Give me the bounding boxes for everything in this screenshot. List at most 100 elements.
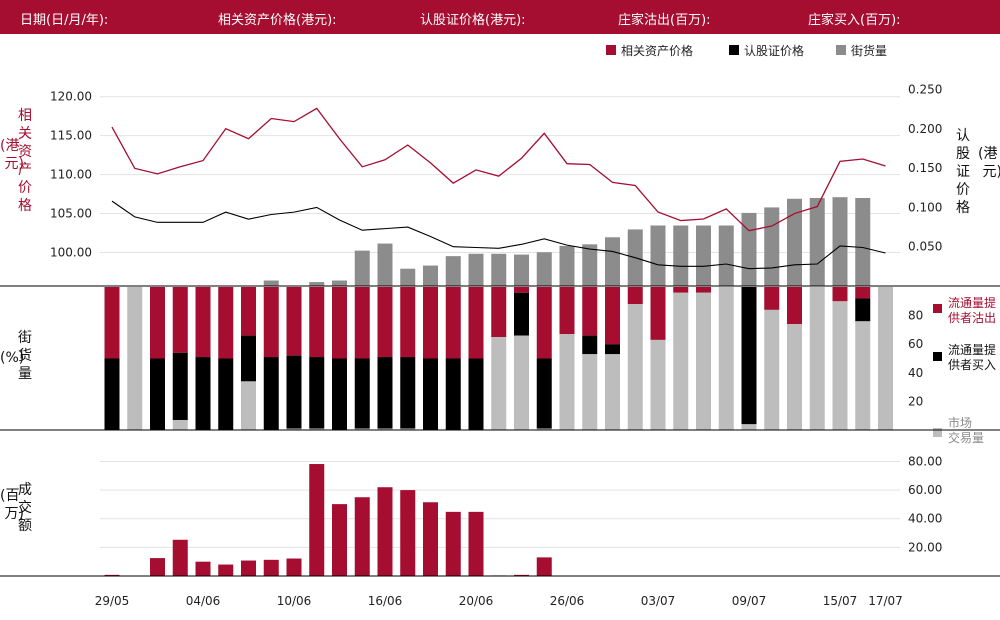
left-tick-label: 110.00 bbox=[50, 168, 92, 182]
lp-sell-segment bbox=[195, 287, 211, 358]
lp-buy-segment bbox=[582, 335, 598, 355]
legend-swatch-warrant bbox=[729, 45, 739, 55]
panel1-right-axis-title: 认股证价格 (港 元) bbox=[956, 128, 1000, 216]
lp-sell-segment bbox=[423, 287, 438, 359]
sell-label: 庄家沽出(百万): bbox=[618, 13, 711, 28]
x-axis-tick-labels: 29/05 04/06 10/06 16/06 20/06 26/06 03/07 09/07… bbox=[95, 594, 903, 608]
turnover-bar bbox=[445, 511, 461, 576]
lp-buy-segment bbox=[377, 357, 393, 429]
market-volume-segment bbox=[878, 287, 893, 430]
panel3-tick-label: 40.00 bbox=[908, 512, 942, 526]
lp-buy-segment bbox=[514, 292, 529, 336]
legend-swatch-lp-buy bbox=[933, 352, 942, 361]
turnover-bar bbox=[218, 564, 234, 576]
right-axis-unit: (港 元) bbox=[978, 146, 1000, 180]
outstanding-bar bbox=[650, 225, 666, 286]
outstanding-bar bbox=[263, 280, 279, 286]
lp-buy-segment bbox=[400, 357, 416, 429]
outstanding-bar bbox=[536, 252, 552, 286]
x-tick-label: 04/06 bbox=[186, 594, 221, 608]
x-tick-label: 20/06 bbox=[459, 594, 494, 608]
left-tick-label: 115.00 bbox=[50, 129, 92, 143]
lp-buy-segment bbox=[172, 352, 188, 420]
market-volume-segment bbox=[832, 301, 848, 430]
panel2-tick-label: 80 bbox=[908, 309, 923, 323]
turnover-bar bbox=[241, 560, 256, 576]
lp-sell-segment bbox=[468, 287, 484, 359]
market-volume-segment bbox=[627, 304, 643, 430]
market-volume-segment bbox=[377, 428, 393, 430]
legend-swatch-market bbox=[933, 428, 942, 437]
market-volume-segment bbox=[241, 381, 256, 430]
turnover-bars bbox=[104, 464, 893, 576]
lp-sell-segment bbox=[605, 287, 620, 345]
underlying-price-label: 相关资产价格(港元): bbox=[218, 13, 337, 28]
lp-buy-segment bbox=[855, 298, 871, 322]
outstanding-bar bbox=[673, 225, 689, 286]
turnover-bar bbox=[150, 558, 165, 576]
outstanding-bar bbox=[741, 212, 757, 286]
right-tick-label: 0.200 bbox=[908, 122, 942, 136]
lp-sell-segment bbox=[445, 287, 461, 359]
lp-sell-segment bbox=[172, 287, 188, 353]
market-volume-segment bbox=[741, 424, 757, 430]
panel3-axis-title: 成交额 bbox=[18, 482, 32, 534]
legend-label-outstanding: 街货量 bbox=[851, 43, 887, 58]
market-volume-segment bbox=[696, 292, 711, 430]
x-tick-label: 15/07 bbox=[823, 594, 858, 608]
warrant-price-line bbox=[111, 200, 886, 270]
lp-sell-segment bbox=[332, 287, 347, 359]
outstanding-bars bbox=[263, 197, 871, 286]
turnover-bar bbox=[263, 559, 279, 576]
outstanding-bar bbox=[354, 250, 370, 286]
market-volume-segment bbox=[650, 339, 666, 430]
lp-sell-segment bbox=[582, 287, 598, 336]
market-volume-segment bbox=[514, 335, 529, 430]
panel3-axis-unit: (百 万) bbox=[0, 488, 24, 522]
outstanding-bar bbox=[514, 254, 529, 286]
market-volume-segment bbox=[605, 354, 620, 430]
x-tick-label: 10/06 bbox=[277, 594, 312, 608]
turnover-bar bbox=[104, 574, 120, 576]
turnover-bar bbox=[536, 557, 552, 576]
date-label: 日期(日/月/年): bbox=[20, 13, 109, 28]
lp-sell-segment bbox=[377, 287, 393, 358]
lp-sell-segment bbox=[673, 287, 689, 293]
outstanding-bar bbox=[468, 253, 484, 286]
panel3-tick-label: 80.00 bbox=[908, 454, 942, 468]
lp-sell-segment bbox=[354, 287, 370, 359]
outstanding-bar bbox=[809, 197, 825, 286]
market-volume-segment bbox=[559, 334, 575, 430]
panel2-tick-label: 20 bbox=[908, 394, 923, 408]
market-volume-segment bbox=[400, 428, 416, 430]
lp-sell-segment bbox=[286, 287, 302, 356]
x-tick-label: 09/07 bbox=[732, 594, 767, 608]
right-tick-label: 0.050 bbox=[908, 240, 942, 254]
legend-swatch-outstanding bbox=[836, 45, 846, 55]
left-axis-title: 相关资产价格 bbox=[18, 108, 32, 214]
panel2-tick-label: 40 bbox=[908, 366, 923, 380]
lp-buy-segment bbox=[332, 358, 347, 430]
market-volume-segment bbox=[855, 321, 871, 430]
info-header: 日期(日/月/年): 相关资产价格(港元): 认股证价格(港元): 庄家沽出(百… bbox=[0, 0, 1000, 34]
lp-sell-segment bbox=[855, 287, 871, 299]
price-lines bbox=[111, 107, 886, 270]
outstanding-bar bbox=[559, 245, 575, 286]
lp-buy-segment bbox=[354, 358, 370, 429]
underlying-price-line bbox=[111, 107, 886, 232]
lp-sell-segment bbox=[241, 287, 256, 336]
turnover-bar bbox=[377, 487, 393, 576]
volume-share-bars bbox=[104, 287, 893, 430]
lp-buy-segment bbox=[309, 357, 325, 429]
outstanding-bar bbox=[855, 197, 871, 286]
buy-label: 庄家买入(百万): bbox=[808, 13, 901, 28]
lp-buy-segment bbox=[150, 358, 165, 430]
market-volume-segment bbox=[127, 287, 143, 430]
legend-label-lp-sell: 流通量提供者沽出 bbox=[948, 295, 996, 325]
market-volume-segment bbox=[491, 337, 507, 430]
lp-buy-segment bbox=[218, 358, 234, 430]
x-tick-label: 29/05 bbox=[95, 594, 130, 608]
outstanding-bar bbox=[696, 225, 711, 286]
x-tick-label: 03/07 bbox=[641, 594, 676, 608]
